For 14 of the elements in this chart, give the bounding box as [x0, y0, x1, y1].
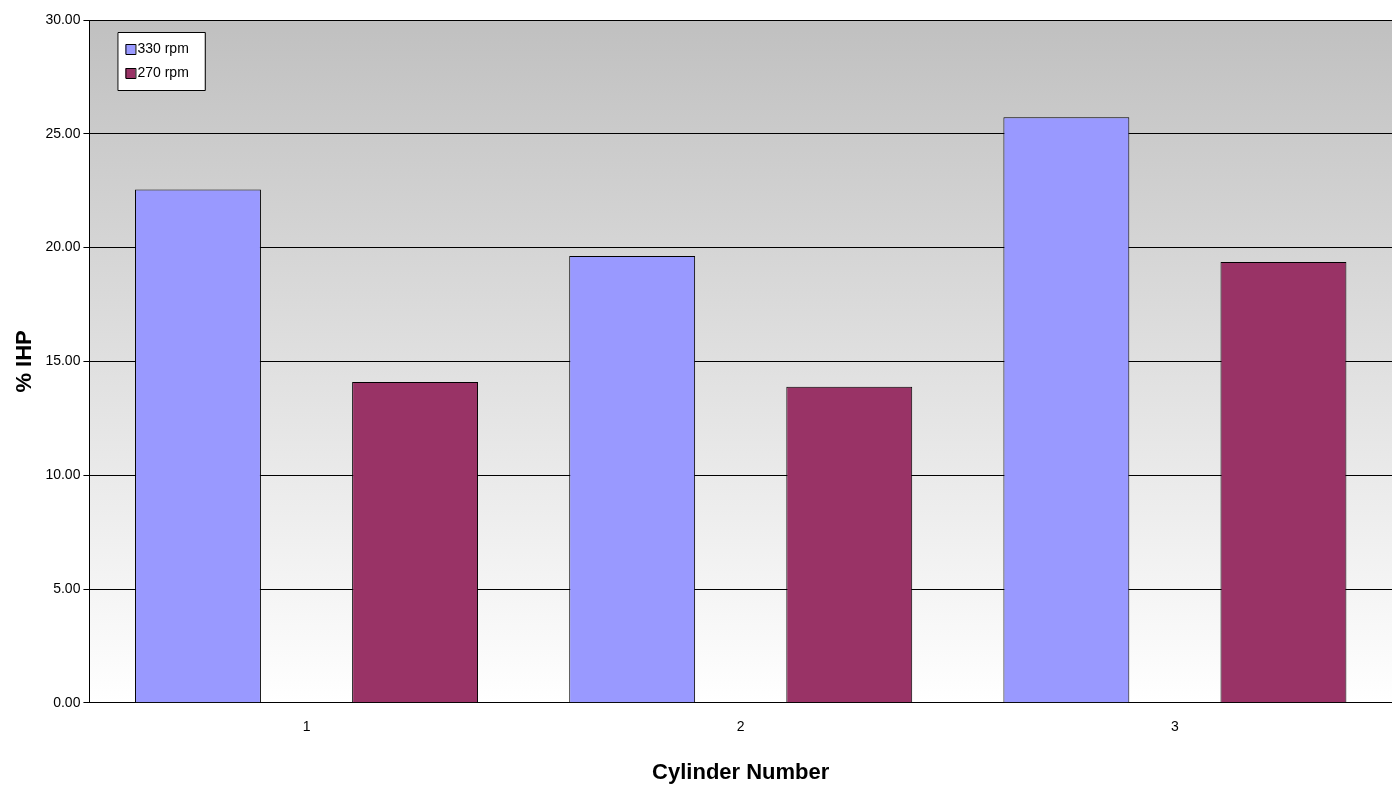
y-tick-label: 20.00: [45, 238, 81, 255]
y-tick-label: 30.00: [45, 10, 81, 27]
legend-label: 270 rpm: [137, 63, 189, 80]
y-tick-label: 5.00: [53, 579, 81, 596]
x-axis-title: Cylinder Number: [652, 758, 830, 784]
y-tick-label: 15.00: [45, 352, 81, 369]
legend-label: 330 rpm: [137, 39, 189, 56]
y-tick-label: 0.00: [53, 693, 81, 710]
x-tick-label: 2: [736, 718, 745, 735]
y-tick-label: 10.00: [45, 466, 81, 483]
x-tick-label: 3: [1171, 718, 1180, 735]
x-tick-label: 1: [302, 718, 311, 735]
y-tick-label: 25.00: [45, 124, 81, 141]
y-axis-title: % IHP: [11, 330, 37, 393]
